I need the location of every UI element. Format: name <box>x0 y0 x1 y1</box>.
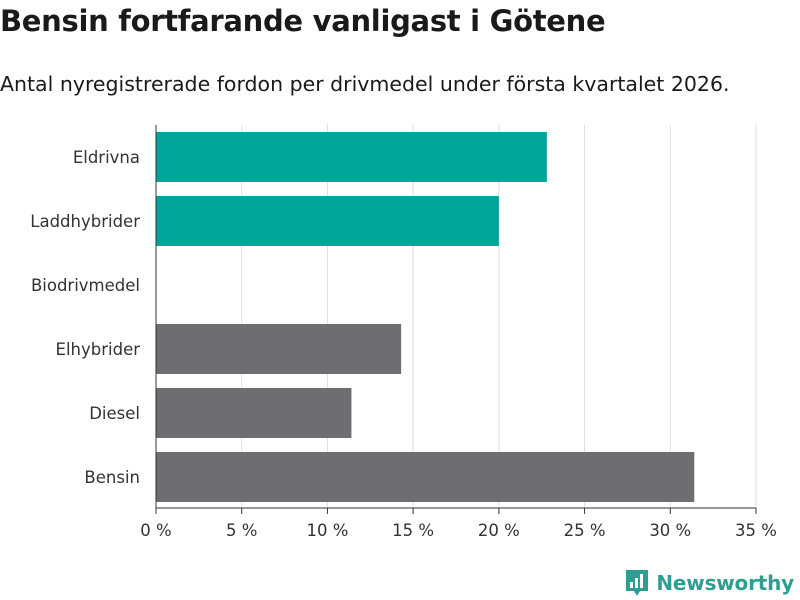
bar-diesel <box>156 388 352 438</box>
chart-subtitle: Antal nyregistrerade fordon per drivmede… <box>0 72 730 96</box>
x-tick-label: 5 % <box>226 521 257 540</box>
x-tick-label: 0 % <box>140 521 171 540</box>
chart-title: Bensin fortfarande vanligast i Götene <box>0 4 606 38</box>
x-tick-label: 25 % <box>564 521 606 540</box>
category-label: Biodrivmedel <box>31 276 140 295</box>
x-tick-label: 10 % <box>306 521 348 540</box>
bar-bensin <box>156 452 695 502</box>
category-label: Eldrivna <box>73 148 140 167</box>
category-label: Diesel <box>89 404 140 423</box>
category-label: Elhybrider <box>56 340 141 359</box>
x-tick-label: 20 % <box>478 521 520 540</box>
bar-laddhybrider <box>156 196 499 246</box>
brand-name: Newsworthy <box>656 571 794 595</box>
bar-eldrivna <box>156 132 547 182</box>
newsworthy-logo: Newsworthy <box>624 568 794 598</box>
newsworthy-logo-icon <box>626 570 649 596</box>
x-tick-label: 35 % <box>735 521 777 540</box>
bar-elhybrider <box>156 324 402 374</box>
category-label: Bensin <box>84 468 140 487</box>
x-tick-label: 15 % <box>392 521 434 540</box>
category-label: Laddhybrider <box>30 212 140 231</box>
x-tick-label: 30 % <box>649 521 691 540</box>
